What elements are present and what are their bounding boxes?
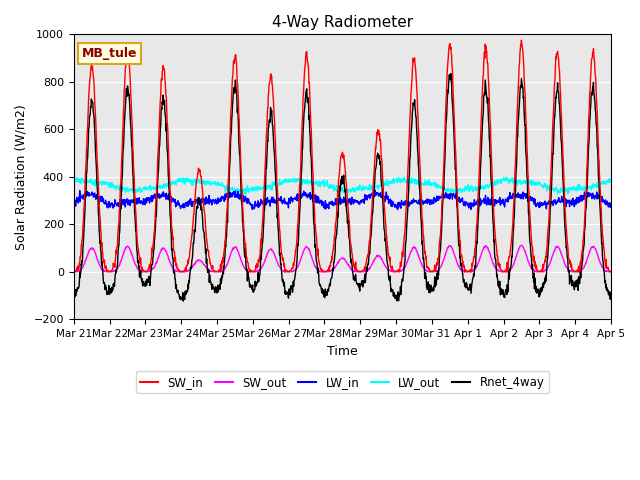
Title: 4-Way Radiometer: 4-Way Radiometer (272, 15, 413, 30)
SW_in (250, 268, 257, 274)
Line: SW_out: SW_out (74, 245, 611, 272)
LW_out (497, 177, 504, 182)
SW_in (70, 269, 77, 275)
Line: LW_in: LW_in (74, 190, 611, 210)
SW_in (518, 37, 525, 43)
SW_in (544, 228, 552, 234)
LW_in (70, 200, 77, 205)
Legend: SW_in, SW_out, LW_in, LW_out, Rnet_4way: SW_in, SW_out, LW_in, LW_out, Rnet_4way (136, 371, 549, 394)
Rnet_4way (70, 291, 77, 297)
SW_in (496, 266, 504, 272)
LW_out (426, 181, 434, 187)
SW_in (216, 269, 224, 275)
Line: SW_in: SW_in (74, 40, 611, 272)
SW_out (250, 269, 257, 275)
LW_out (607, 178, 615, 183)
Line: LW_out: LW_out (74, 177, 611, 194)
LW_in (394, 207, 401, 213)
LW_out (70, 178, 77, 183)
Rnet_4way (177, 294, 184, 300)
LW_out (401, 174, 408, 180)
LW_in (544, 200, 552, 206)
LW_in (426, 201, 434, 207)
LW_out (250, 185, 257, 191)
LW_out (177, 179, 184, 185)
Text: MB_tule: MB_tule (82, 47, 138, 60)
SW_out (177, 269, 184, 275)
Rnet_4way (447, 71, 454, 76)
SW_out (517, 242, 525, 248)
SW_out (190, 262, 198, 268)
SW_in (426, 267, 434, 273)
SW_out (70, 269, 77, 275)
SW_in (189, 217, 197, 223)
LW_in (371, 187, 379, 193)
SW_out (496, 268, 504, 274)
Rnet_4way (190, 240, 198, 246)
SW_in (607, 269, 615, 275)
SW_out (426, 269, 434, 275)
LW_in (177, 204, 184, 210)
LW_out (544, 182, 552, 188)
SW_out (72, 269, 79, 275)
SW_in (177, 268, 184, 274)
Rnet_4way (250, 289, 257, 295)
LW_in (250, 205, 257, 211)
Rnet_4way (179, 298, 187, 304)
Line: Rnet_4way: Rnet_4way (74, 73, 611, 301)
Rnet_4way (544, 251, 552, 257)
Rnet_4way (607, 294, 615, 300)
LW_in (189, 199, 197, 204)
LW_out (189, 182, 197, 188)
X-axis label: Time: Time (327, 345, 358, 358)
LW_in (607, 203, 615, 208)
SW_out (607, 269, 615, 275)
SW_out (544, 264, 552, 270)
Rnet_4way (497, 292, 504, 298)
Y-axis label: Solar Radiation (W/m2): Solar Radiation (W/m2) (15, 104, 28, 250)
LW_out (242, 192, 250, 197)
LW_in (497, 202, 504, 208)
Rnet_4way (426, 290, 434, 296)
